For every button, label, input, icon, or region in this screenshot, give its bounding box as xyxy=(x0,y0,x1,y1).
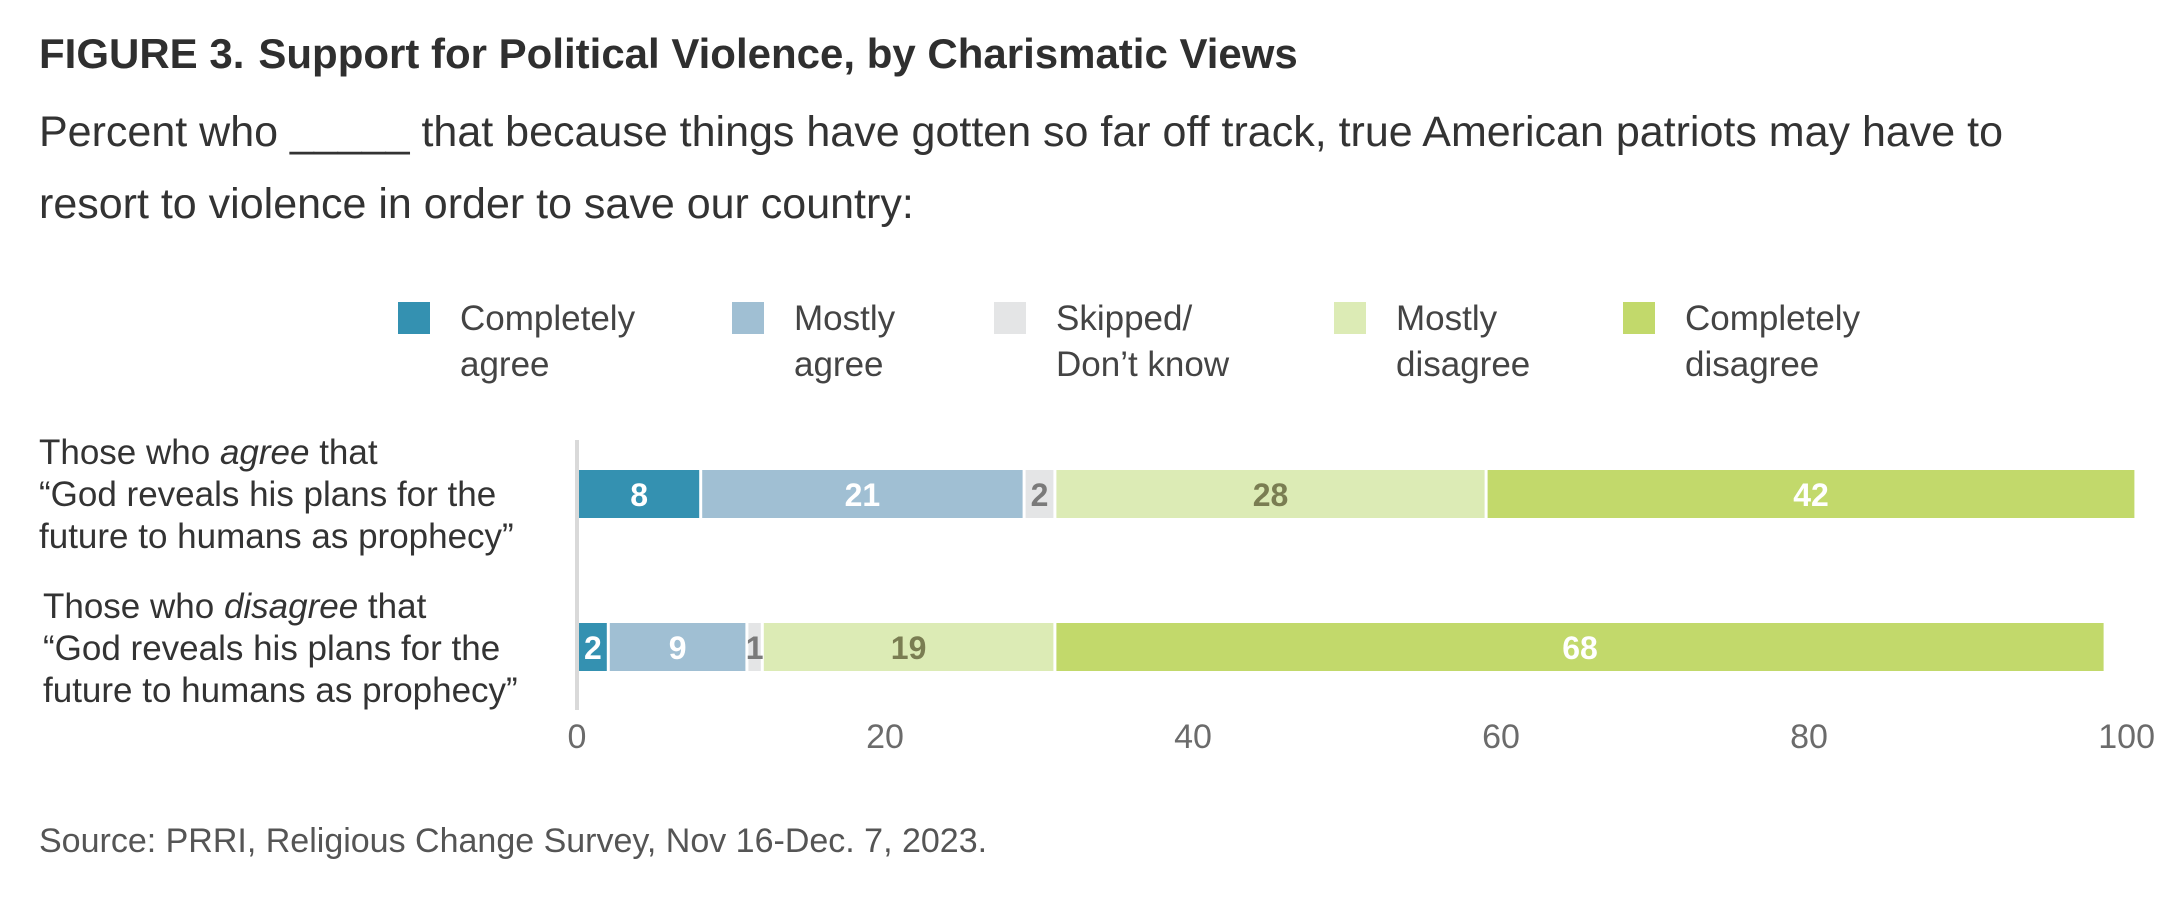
bar-data-label: 28 xyxy=(1253,477,1289,513)
bar-data-label: 1 xyxy=(746,630,764,666)
bar-data-label: 2 xyxy=(1031,477,1049,513)
bar-segment-2-2 xyxy=(609,623,746,671)
bar-segment-2-5 xyxy=(1056,623,2104,671)
figure-title: FIGURE 3. Support for Political Violence,… xyxy=(39,30,1298,78)
row-label-line-3: future to humans as prophecy” xyxy=(39,517,514,556)
bar-segment-1-2 xyxy=(702,470,1023,518)
bar-data-label: 9 xyxy=(669,630,687,666)
source-note: Source: PRRI, Religious Change Survey, N… xyxy=(39,822,988,860)
bar-data-label: 42 xyxy=(1793,477,1829,513)
row-label-line-1: Those who agree that xyxy=(39,433,378,472)
bar-segment-2-3 xyxy=(748,623,761,671)
bar-data-label: 68 xyxy=(1562,630,1598,666)
x-tick-label: 100 xyxy=(2098,718,2155,756)
bar-data-label: 19 xyxy=(891,630,927,666)
bar-segment-2-1 xyxy=(579,623,607,671)
row-label-line-2: “God reveals his plans for the xyxy=(43,629,501,668)
row-label-line-2: “God reveals his plans for the xyxy=(39,475,497,514)
figure-subtitle: Percent who _____ that because things ha… xyxy=(39,108,2004,228)
x-tick-label: 0 xyxy=(568,718,587,756)
figure-title-text: Support for Political Violence, by Chari… xyxy=(258,30,1298,77)
row-label-disagree: Those who disagree that “God reveals his… xyxy=(43,586,518,712)
x-tick-label: 20 xyxy=(866,718,904,756)
bar-data-label: 8 xyxy=(630,477,648,513)
bar-segment-1-4 xyxy=(1056,470,1485,518)
row-label-emphasis: agree xyxy=(219,433,310,472)
bar-segment-1-5 xyxy=(1487,470,2135,518)
bar-data-label: 2 xyxy=(584,630,602,666)
row-label-emphasis: disagree xyxy=(223,587,359,626)
row-label-line-3: future to humans as prophecy” xyxy=(43,671,518,710)
bar-data-label: 21 xyxy=(845,477,881,513)
x-tick-label: 80 xyxy=(1790,718,1828,756)
figure-number: FIGURE 3. xyxy=(39,30,245,77)
bar-segment-1-3 xyxy=(1025,470,1054,518)
row-label-agree: Those who agree that “God reveals his pl… xyxy=(39,432,514,558)
x-tick-label: 60 xyxy=(1482,718,1520,756)
row-label-line-1: Those who disagree that xyxy=(43,587,427,626)
x-tick-label: 40 xyxy=(1174,718,1212,756)
bar-segment-2-4 xyxy=(763,623,1054,671)
bar-segment-1-1 xyxy=(579,470,700,518)
